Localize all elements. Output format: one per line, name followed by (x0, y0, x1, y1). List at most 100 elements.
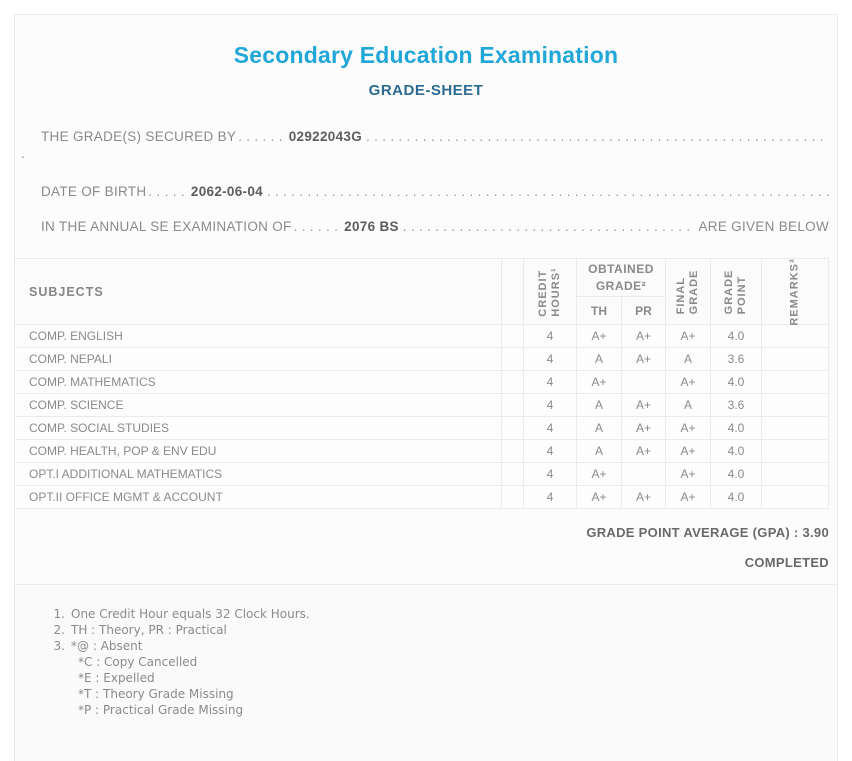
footnote-text: TH : Theory, PR : Practical (71, 623, 227, 637)
footnote-number (45, 654, 71, 670)
theory-grade: A+ (576, 462, 622, 486)
final-grade: A+ (665, 370, 711, 394)
subject-name: COMP. ENGLISH (15, 324, 502, 348)
practical-grade (621, 370, 666, 394)
credit-hours-value: 4 (523, 324, 577, 348)
grade-sheet-document: Secondary Education Examination GRADE-SH… (14, 14, 838, 761)
footnote-text: *P : Practical Grade Missing (78, 703, 244, 717)
table-row: COMP. SCIENCE 4 A A+ A 3.6 (15, 393, 829, 417)
practical-grade (621, 462, 666, 486)
grade-point: 4.0 (710, 439, 762, 463)
remarks-cell (761, 393, 829, 417)
footnote-line: *P : Practical Grade Missing (45, 702, 837, 718)
spacer-column (501, 258, 524, 325)
subject-name: COMP. HEALTH, POP & ENV EDU (15, 439, 502, 463)
date-of-birth-label: DATE OF BIRTH (41, 184, 147, 199)
table-row: COMP. HEALTH, POP & ENV EDU 4 A A+ A+ 4.… (15, 439, 829, 463)
dot-leader: . . . . . . . . . . . . . . . . . . . . … (366, 129, 829, 144)
credit-hours-value: 4 (523, 393, 577, 417)
examination-year-line: IN THE ANNUAL SE EXAMINATION OF . . . . … (15, 219, 837, 234)
status-line: COMPLETED (744, 555, 829, 570)
practical-grade: A+ (621, 416, 666, 440)
examination-year-label: IN THE ANNUAL SE EXAMINATION OF (41, 219, 292, 234)
table-row: OPT.I ADDITIONAL MATHEMATICS 4 A+ A+ 4.0 (15, 462, 829, 486)
theory-grade: A (576, 416, 622, 440)
footnote-text: One Credit Hour equals 32 Clock Hours. (71, 607, 310, 621)
credit-hours-value: 4 (523, 439, 577, 463)
column-header-final-grade: FINAL GRADE (665, 258, 711, 325)
footnote-line: 3. *@ : Absent (45, 638, 837, 654)
obtained-grade-label: OBTAINED GRADE² (588, 262, 654, 293)
theory-grade: A (576, 393, 622, 417)
candidate-info: THE GRADE(S) SECURED BY . . . . . . 0292… (15, 129, 837, 234)
footnotes-section: 1. One Credit Hour equals 32 Clock Hours… (15, 585, 837, 761)
dot-leader: . . . . . . (293, 219, 339, 234)
footnote-text: *@ : Absent (71, 639, 143, 653)
footnote-number (45, 686, 71, 702)
date-of-birth-line: DATE OF BIRTH . . . . . 2062-06-04 . . .… (15, 184, 837, 199)
credit-hours-value: 4 (523, 462, 577, 486)
column-header-theory: TH (576, 296, 622, 325)
table-row: COMP. MATHEMATICS 4 A+ A+ 4.0 (15, 370, 829, 394)
result-summary: GRADE POINT AVERAGE (GPA) : 3.90 COMPLET… (15, 509, 837, 585)
dot-leader: . . . . . . (238, 129, 283, 144)
practical-grade: A+ (621, 485, 666, 509)
subject-name: COMP. SOCIAL STUDIES (15, 416, 502, 440)
dot-leader: . . . . . . . . . . . . . . . . . . . . … (402, 219, 695, 234)
grade-point: 3.6 (710, 393, 762, 417)
grade-point: 4.0 (710, 485, 762, 509)
column-header-subjects: SUBJECTS (15, 258, 502, 325)
column-header-remarks: REMARKS³ (761, 257, 829, 326)
credit-hours-value: 4 (523, 370, 577, 394)
remarks-cell (761, 485, 829, 509)
grade-point: 4.0 (710, 462, 762, 486)
remarks-cell (761, 370, 829, 394)
footnote-text: *E : Expelled (78, 671, 155, 685)
credit-hours-value: 4 (523, 485, 577, 509)
remarks-cell (761, 347, 829, 371)
footnote-line: *C : Copy Cancelled (45, 654, 837, 670)
practical-grade: A+ (621, 324, 666, 348)
dot-leader: . . . . . . . . . . . . . . . . . . . . … (266, 184, 829, 199)
table-row: COMP. NEPALI 4 A A+ A 3.6 (15, 347, 829, 371)
column-header-grade-point: GRADE POINT (710, 258, 762, 325)
examination-year-value: 2076 BS (344, 219, 399, 234)
footnote-number: 2. (53, 623, 65, 637)
theory-grade: A (576, 347, 622, 371)
table-row: OPT.II OFFICE MGMT & ACCOUNT 4 A+ A+ A+ … (15, 485, 829, 509)
footnote-number (45, 670, 71, 686)
wrapped-dot: . (21, 146, 25, 161)
final-grade: A+ (665, 462, 711, 486)
grade-point: 4.0 (710, 370, 762, 394)
subject-name: COMP. NEPALI (15, 347, 502, 371)
column-header-obtained-grade: OBTAINED GRADE² (576, 258, 666, 297)
gpa-line: GRADE POINT AVERAGE (GPA) : 3.90 (586, 525, 829, 540)
theory-grade: A+ (576, 370, 622, 394)
grades-secured-label: THE GRADE(S) SECURED BY (41, 129, 237, 144)
table-row: COMP. SOCIAL STUDIES 4 A A+ A+ 4.0 (15, 416, 829, 440)
credit-hours-label: CREDIT HOURS¹ (536, 266, 562, 317)
column-header-practical: PR (621, 296, 666, 325)
grades-secured-line: THE GRADE(S) SECURED BY . . . . . . 0292… (15, 129, 837, 144)
date-of-birth-value: 2062-06-04 (190, 184, 263, 199)
page-title: Secondary Education Examination (233, 42, 619, 68)
practical-grade: A+ (621, 347, 666, 371)
symbol-number-value: 02922043G (288, 129, 363, 144)
remarks-cell (761, 439, 829, 463)
final-grade: A+ (665, 439, 711, 463)
theory-grade: A (576, 439, 622, 463)
remarks-cell (761, 416, 829, 440)
remarks-label: REMARKS³ (788, 257, 801, 326)
practical-grade: A+ (621, 393, 666, 417)
practical-grade: A+ (621, 439, 666, 463)
final-grade-label: FINAL GRADE (674, 269, 700, 314)
are-given-below-label: ARE GIVEN BELOW (698, 219, 829, 234)
final-grade: A+ (665, 324, 711, 348)
final-grade: A (665, 347, 711, 371)
footnote-line: *T : Theory Grade Missing (45, 686, 837, 702)
remarks-cell (761, 462, 829, 486)
theory-grade: A+ (576, 485, 622, 509)
table-row: COMP. ENGLISH 4 A+ A+ A+ 4.0 (15, 324, 829, 348)
footnote-number (45, 702, 71, 718)
footnote-line: *E : Expelled (45, 670, 837, 686)
